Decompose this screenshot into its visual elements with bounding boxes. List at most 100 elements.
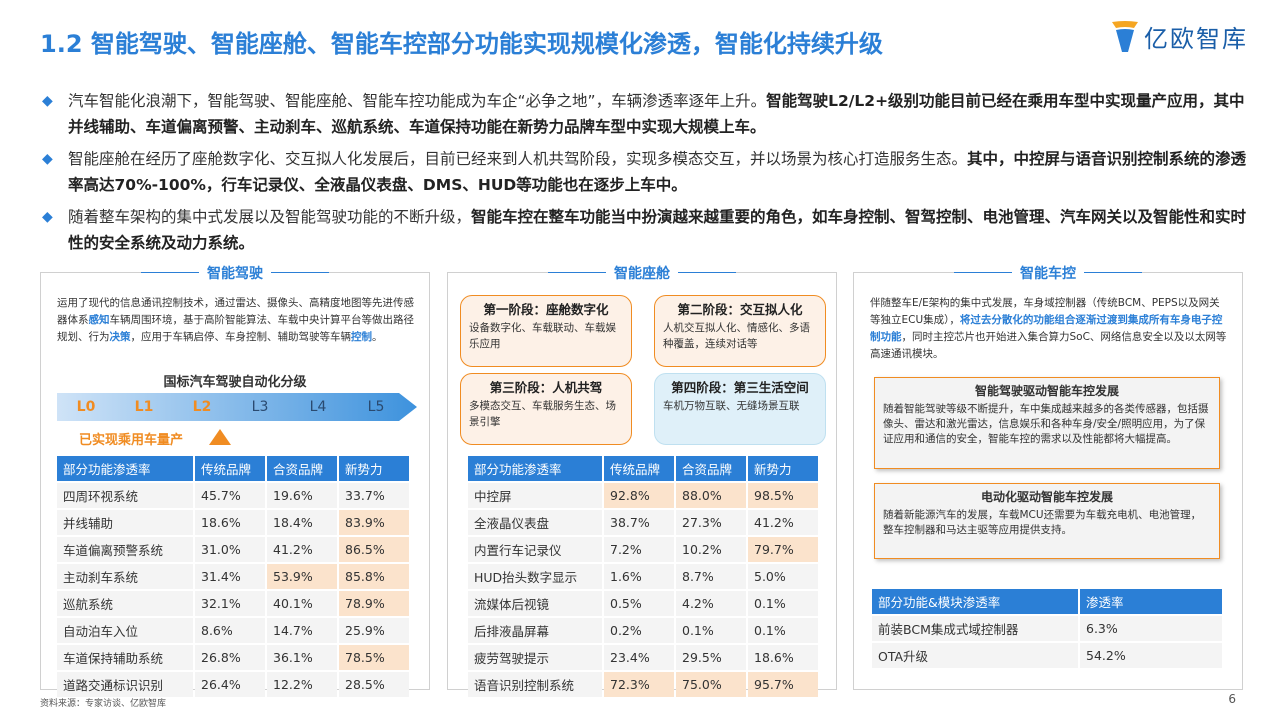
table-header: 渗透率 bbox=[1080, 589, 1222, 614]
bullet-text: 汽车智能化浪潮下，智能驾驶、智能座舱、智能车控功能成为车企“必争之地”，车辆渗透… bbox=[68, 92, 767, 110]
table-cell: 疲劳驾驶提示 bbox=[468, 645, 602, 670]
table-row: 语音识别控制系统 72.3% 75.0% 95.7% bbox=[468, 672, 818, 697]
table-cell: 28.5% bbox=[339, 672, 409, 697]
diamond-icon: ◆ bbox=[42, 93, 53, 109]
bullet-list: ◆ 汽车智能化浪潮下，智能驾驶、智能座舱、智能车控功能成为车企“必争之地”，车辆… bbox=[42, 88, 1252, 262]
table-row: 全液晶仪表盘 38.7% 27.3% 41.2% bbox=[468, 510, 818, 535]
level-l3: L3 bbox=[251, 399, 269, 415]
level-l4: L4 bbox=[309, 399, 327, 415]
table-cell: 18.6% bbox=[748, 645, 818, 670]
table-cell: 83.9% bbox=[339, 510, 409, 535]
table-cell: 0.2% bbox=[604, 618, 674, 643]
stage-4-box: 第四阶段：第三生活空间 车机万物互联、无缝场景互联 bbox=[654, 373, 826, 445]
table-cell: 78.5% bbox=[339, 645, 409, 670]
table-cell: 车道偏离预警系统 bbox=[57, 537, 193, 562]
table-cell: 0.1% bbox=[748, 618, 818, 643]
table-cell: 40.1% bbox=[267, 591, 337, 616]
table-header: 合资品牌 bbox=[267, 456, 337, 481]
levels-note: 已实现乘用车量产 bbox=[79, 433, 184, 448]
table-cell: 4.2% bbox=[676, 591, 746, 616]
page-number: 6 bbox=[1228, 692, 1236, 706]
table-cell: 41.2% bbox=[267, 537, 337, 562]
bullet-text: 智能座舱在经历了座舱数字化、交互拟人化发展后，目前已经来到人机共驾阶段，实现多模… bbox=[68, 150, 968, 168]
table-cell: 41.2% bbox=[748, 510, 818, 535]
table-cell: 86.5% bbox=[339, 537, 409, 562]
table-row: 车道保持辅助系统 26.8% 36.1% 78.5% bbox=[57, 645, 409, 670]
driving-penetration-table: 部分功能渗透率 传统品牌 合资品牌 新势力 四周环视系统 45.7% 19.6% 33… bbox=[55, 454, 411, 699]
stage-2-box: 第二阶段：交互拟人化 人机交互拟人化、情感化、多语种覆盖，连续对话等 bbox=[654, 295, 826, 367]
table-cell: 26.4% bbox=[195, 672, 265, 697]
table-header: 新势力 bbox=[339, 456, 409, 481]
table-cell: 19.6% bbox=[267, 483, 337, 508]
cockpit-penetration-table: 部分功能渗透率 传统品牌 合资品牌 新势力 中控屏 92.8% 88.0% 98.5%… bbox=[466, 454, 820, 699]
diamond-icon: ◆ bbox=[42, 151, 53, 167]
panel-smart-cockpit: 智能座舱 第一阶段：座舱数字化 设备数字化、车载联动、车载娱乐应用 第二阶段：交互… bbox=[447, 263, 837, 697]
table-cell: 内置行车记录仪 bbox=[468, 537, 602, 562]
table-row: 车道偏离预警系统 31.0% 41.2% 86.5% bbox=[57, 537, 409, 562]
table-cell: 18.6% bbox=[195, 510, 265, 535]
table-row: 主动刹车系统 31.4% 53.9% 85.8% bbox=[57, 564, 409, 589]
table-cell: 85.8% bbox=[339, 564, 409, 589]
bullet-bold-text: 智能车控在整车功能当中扮演越来越重要的角色，如车身控制、智驾控制、电池管理、汽车… bbox=[68, 208, 1247, 252]
panel-title: 智能驾驶 bbox=[41, 263, 429, 283]
table-cell: 车道保持辅助系统 bbox=[57, 645, 193, 670]
table-header: 合资品牌 bbox=[676, 456, 746, 481]
table-cell: 6.3% bbox=[1080, 616, 1222, 641]
level-l5: L5 bbox=[367, 399, 385, 415]
control-penetration-table: 部分功能&模块渗透率 渗透率 前装BCM集成式域控制器 6.3% OTA升级 54.… bbox=[870, 587, 1224, 670]
table-cell: 38.7% bbox=[604, 510, 674, 535]
panel-description: 运用了现代的信息通讯控制技术，通过雷达、摄像头、高精度地图等先进传感器体系感知车… bbox=[57, 297, 414, 343]
table-cell: 79.7% bbox=[748, 537, 818, 562]
table-cell: 29.5% bbox=[676, 645, 746, 670]
table-cell: 前装BCM集成式域控制器 bbox=[872, 616, 1078, 641]
yiou-logo-icon bbox=[1112, 21, 1138, 52]
table-cell: 5.0% bbox=[748, 564, 818, 589]
bullet-item: ◆ 随着整车架构的集中式发展以及智能驾驶功能的不断升级，智能车控在整车功能当中扮… bbox=[42, 204, 1252, 256]
table-row: 前装BCM集成式域控制器 6.3% bbox=[872, 616, 1222, 641]
table-header: 部分功能渗透率 bbox=[57, 456, 193, 481]
table-cell: 自动泊车入位 bbox=[57, 618, 193, 643]
table-cell: HUD抬头数字显示 bbox=[468, 564, 602, 589]
table-cell: 全液晶仪表盘 bbox=[468, 510, 602, 535]
table-header: 传统品牌 bbox=[604, 456, 674, 481]
autonomy-levels-bar: L0 L1 L2 L3 L4 L5 bbox=[57, 393, 417, 421]
levels-title: 国标汽车驾驶自动化分级 bbox=[163, 375, 307, 390]
table-cell: 中控屏 bbox=[468, 483, 602, 508]
table-cell: 14.7% bbox=[267, 618, 337, 643]
table-cell: 95.7% bbox=[748, 672, 818, 697]
table-cell: 0.5% bbox=[604, 591, 674, 616]
bullet-item: ◆ 智能座舱在经历了座舱数字化、交互拟人化发展后，目前已经来到人机共驾阶段，实现… bbox=[42, 146, 1252, 198]
table-cell: 88.0% bbox=[676, 483, 746, 508]
table-cell: 四周环视系统 bbox=[57, 483, 193, 508]
table-cell: 0.1% bbox=[748, 591, 818, 616]
table-row: HUD抬头数字显示 1.6% 8.7% 5.0% bbox=[468, 564, 818, 589]
stage-3-box: 第三阶段：人机共驾 多模态交互、车载服务生态、场景引擎 bbox=[460, 373, 632, 445]
table-cell: 0.1% bbox=[676, 618, 746, 643]
level-l1: L1 bbox=[134, 399, 154, 415]
table-header: 部分功能渗透率 bbox=[468, 456, 602, 481]
table-cell: 32.1% bbox=[195, 591, 265, 616]
table-row: 道路交通标识识别 26.4% 12.2% 28.5% bbox=[57, 672, 409, 697]
level-l2: L2 bbox=[192, 399, 212, 415]
table-cell: 23.4% bbox=[604, 645, 674, 670]
source-note: 资料来源：专家访谈、亿欧智库 bbox=[40, 699, 167, 709]
table-row: 后排液晶屏幕 0.2% 0.1% 0.1% bbox=[468, 618, 818, 643]
table-row: 巡航系统 32.1% 40.1% 78.9% bbox=[57, 591, 409, 616]
table-cell: 道路交通标识识别 bbox=[57, 672, 193, 697]
table-cell: 36.1% bbox=[267, 645, 337, 670]
table-cell: 26.8% bbox=[195, 645, 265, 670]
table-row: 并线辅助 18.6% 18.4% 83.9% bbox=[57, 510, 409, 535]
page-title: 1.2 智能驾驶、智能座舱、智能车控部分功能实现规模化渗透，智能化持续升级 bbox=[40, 30, 883, 58]
table-header: 传统品牌 bbox=[195, 456, 265, 481]
table-cell: 7.2% bbox=[604, 537, 674, 562]
table-cell: 98.5% bbox=[748, 483, 818, 508]
table-header: 新势力 bbox=[748, 456, 818, 481]
level-l0: L0 bbox=[76, 399, 96, 415]
table-cell: 8.7% bbox=[676, 564, 746, 589]
driving-control-box: 智能驾驶驱动智能车控发展 随着智能驾驶等级不断提升，车中集成越来越多的各类传感器… bbox=[874, 377, 1220, 469]
table-header: 部分功能&模块渗透率 bbox=[872, 589, 1078, 614]
diamond-icon: ◆ bbox=[42, 209, 53, 225]
table-cell: 10.2% bbox=[676, 537, 746, 562]
table-cell: 45.7% bbox=[195, 483, 265, 508]
table-cell: 18.4% bbox=[267, 510, 337, 535]
